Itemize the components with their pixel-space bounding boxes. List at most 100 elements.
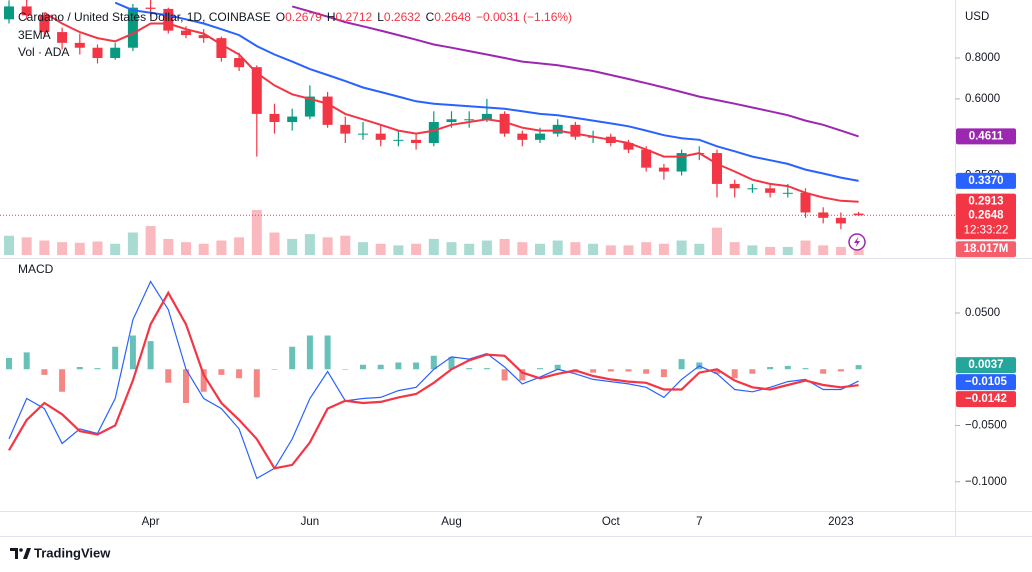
histogram-bar bbox=[236, 369, 243, 379]
macd-legend: MACD bbox=[18, 262, 54, 276]
histogram-bar bbox=[448, 356, 455, 370]
volume-bar bbox=[588, 243, 599, 255]
macd-tag-text: −0.0105 bbox=[965, 376, 1007, 388]
histogram-bar bbox=[837, 369, 844, 372]
histogram-bar bbox=[731, 369, 738, 379]
x-tick-label: Oct bbox=[602, 516, 621, 528]
candle-body bbox=[74, 42, 85, 48]
candle-body bbox=[782, 192, 793, 194]
volume-bar bbox=[181, 242, 191, 255]
candle-body bbox=[340, 124, 351, 134]
histogram-bar bbox=[76, 367, 83, 370]
volume-tag-text: 18.017M bbox=[964, 243, 1009, 255]
histogram-bar bbox=[767, 367, 774, 370]
histogram-bar bbox=[112, 346, 119, 370]
price-tag bbox=[956, 193, 1016, 210]
histogram-bar bbox=[678, 359, 685, 370]
volume-bar bbox=[269, 232, 280, 255]
volume-bar bbox=[411, 243, 422, 255]
histogram-bar bbox=[129, 335, 136, 370]
histogram-bar bbox=[749, 369, 756, 374]
macd-pane bbox=[6, 280, 862, 480]
labels: USD 3EMA Vol · ADA MACD Cardano / United… bbox=[18, 10, 1016, 528]
volume-bar bbox=[358, 242, 368, 255]
y-tick-label: −0.0500 bbox=[965, 420, 1007, 432]
volume-bar bbox=[818, 245, 829, 255]
volume-bar bbox=[694, 243, 705, 255]
candle-body bbox=[411, 139, 422, 144]
candle-body bbox=[4, 6, 14, 20]
y-tick-label: 0.6000 bbox=[965, 93, 1000, 105]
currency-label: USD bbox=[965, 11, 989, 23]
histogram-bar bbox=[147, 341, 154, 370]
volume-bar bbox=[835, 246, 846, 255]
histogram-bar bbox=[165, 369, 172, 383]
candle-body bbox=[181, 30, 191, 36]
histogram-bar bbox=[714, 369, 720, 374]
histogram-bar bbox=[59, 369, 66, 392]
volume-bar bbox=[552, 240, 563, 255]
close-tag bbox=[956, 207, 1016, 240]
candle-body bbox=[428, 122, 439, 144]
histogram-bar bbox=[625, 369, 632, 372]
volume-bar bbox=[428, 238, 439, 255]
price-change: −0.0031 (−1.16%) bbox=[476, 10, 572, 24]
volume-bar bbox=[800, 240, 811, 255]
volume-bar bbox=[163, 238, 174, 255]
macd-tag-text: −0.0142 bbox=[965, 393, 1007, 405]
macd-tag bbox=[956, 374, 1016, 391]
macd-tag bbox=[956, 357, 1016, 374]
volume-bar bbox=[676, 240, 687, 255]
x-tick-label: 2023 bbox=[828, 516, 854, 528]
histogram-bar bbox=[554, 364, 561, 370]
volume-bar bbox=[39, 240, 50, 255]
candle-body bbox=[92, 47, 103, 59]
candle-body bbox=[127, 7, 138, 48]
ema-line bbox=[291, 5, 859, 138]
candle-body bbox=[747, 188, 758, 190]
x-tick-label: Apr bbox=[142, 516, 160, 528]
volume-bar bbox=[287, 238, 298, 255]
brand-logo: TradingView bbox=[10, 545, 111, 560]
candle-body bbox=[21, 6, 32, 16]
histogram-bar bbox=[820, 369, 827, 374]
volume-legend: Vol · ADA bbox=[18, 45, 69, 59]
ema-line bbox=[114, 1, 859, 182]
ema-line bbox=[43, 11, 859, 203]
candle-body bbox=[676, 153, 687, 172]
histogram-bar bbox=[377, 364, 384, 370]
chart-title: Cardano / United States Dollar, 1D, COIN… bbox=[18, 10, 572, 24]
volume-bar bbox=[21, 237, 32, 255]
histogram-bar bbox=[342, 369, 349, 370]
histogram-bar bbox=[483, 368, 490, 370]
candle-body bbox=[464, 119, 475, 121]
price-tag bbox=[956, 128, 1016, 145]
histogram-bar bbox=[519, 369, 526, 381]
histogram-bar bbox=[784, 365, 791, 370]
histogram-bar bbox=[501, 369, 508, 381]
histogram-bar bbox=[413, 362, 420, 370]
volume-bar bbox=[234, 237, 245, 255]
histogram-bar bbox=[660, 369, 667, 378]
histogram-bar bbox=[41, 369, 48, 375]
histogram-bar bbox=[183, 369, 189, 403]
candle-body bbox=[163, 8, 174, 31]
histogram-bar bbox=[395, 362, 402, 370]
macd-line bbox=[8, 280, 859, 480]
candle-body bbox=[729, 183, 740, 189]
countdown: 12:33:22 bbox=[964, 224, 1009, 236]
histogram-bar bbox=[466, 368, 473, 370]
candle-body bbox=[835, 217, 846, 224]
candle-body bbox=[110, 47, 121, 59]
macd-tag-text: 0.0037 bbox=[968, 359, 1003, 371]
volume-bar bbox=[729, 242, 740, 255]
quote-value: 0.2648 bbox=[434, 10, 471, 24]
volume-bar bbox=[765, 246, 776, 255]
histogram-bar bbox=[94, 368, 101, 370]
candle-body bbox=[623, 143, 634, 150]
candle-body bbox=[818, 212, 829, 218]
candle-body bbox=[517, 133, 528, 140]
histogram-bar bbox=[537, 368, 543, 370]
indicator-legend: 3EMA bbox=[18, 28, 51, 42]
